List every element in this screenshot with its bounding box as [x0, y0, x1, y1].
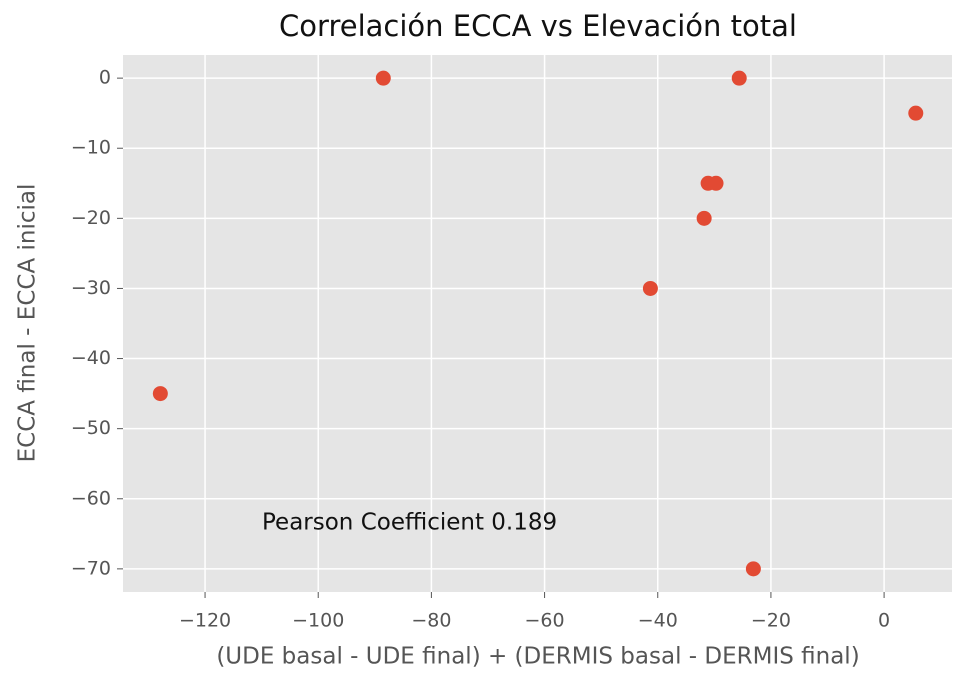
x-tick-label: −60 — [525, 610, 565, 632]
point — [152, 386, 168, 402]
point — [708, 175, 724, 191]
x-tick-label: −100 — [292, 610, 344, 632]
plot-background — [123, 55, 952, 592]
point — [642, 280, 658, 296]
x-tick-label: 0 — [878, 610, 890, 632]
y-tick-label: −10 — [71, 137, 111, 159]
y-tick-label: 0 — [99, 67, 111, 89]
x-axis-label: (UDE basal - UDE final) + (DERMIS basal … — [216, 644, 859, 670]
point — [696, 210, 712, 226]
chart-title: Correlación ECCA vs Elevación total — [279, 9, 797, 43]
y-tick-label: −70 — [71, 557, 111, 579]
point — [745, 561, 761, 577]
x-tick-label: −40 — [638, 610, 678, 632]
y-axis-label: ECCA final - ECCA inicial — [15, 184, 41, 463]
annotation: Pearson Coefficient 0.189 — [262, 510, 557, 536]
x-tick-label: −120 — [179, 610, 231, 632]
y-tick-label: −60 — [71, 487, 111, 509]
x-tick-label: −80 — [411, 610, 451, 632]
point — [908, 105, 924, 121]
point — [375, 70, 391, 86]
y-tick-label: −20 — [71, 207, 111, 229]
y-tick-label: −30 — [71, 277, 111, 299]
y-tick-label: −40 — [71, 347, 111, 369]
point — [731, 70, 747, 86]
y-tick-label: −50 — [71, 417, 111, 439]
x-tick-label: −20 — [751, 610, 791, 632]
